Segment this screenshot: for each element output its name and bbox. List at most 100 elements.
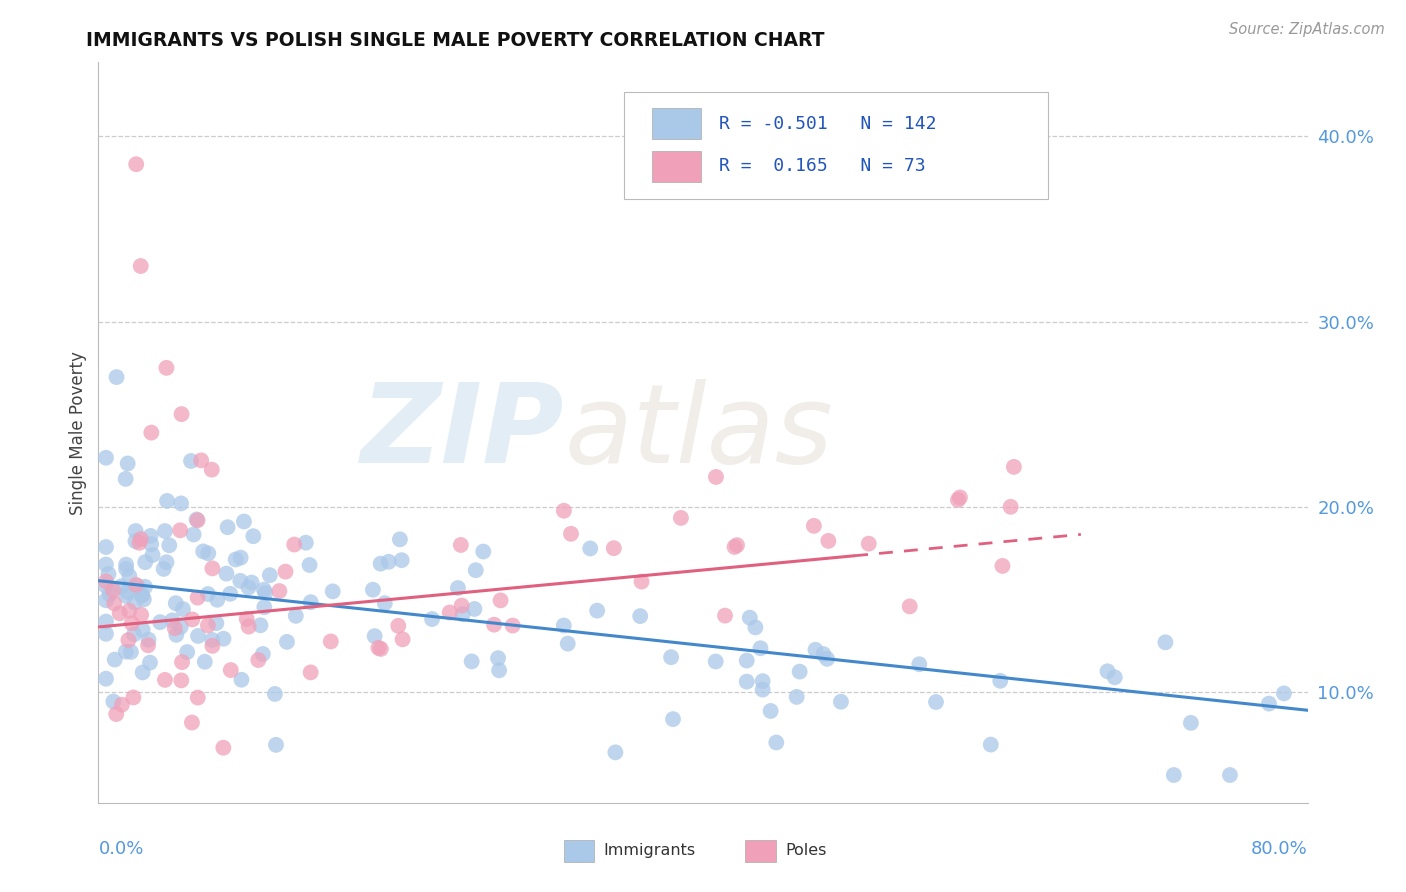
- Point: [751, 674, 773, 689]
- Point: [115, 562, 138, 576]
- Point: [946, 492, 969, 507]
- Point: [193, 544, 215, 558]
- Text: Source: ZipAtlas.com: Source: ZipAtlas.com: [1229, 22, 1385, 37]
- Point: [238, 619, 260, 633]
- Point: [579, 541, 602, 556]
- Point: [298, 558, 321, 572]
- Point: [115, 589, 138, 603]
- Point: [1000, 500, 1022, 514]
- Point: [141, 537, 163, 551]
- Point: [165, 596, 187, 610]
- Point: [735, 674, 758, 689]
- Point: [139, 529, 162, 543]
- Point: [170, 496, 193, 510]
- Point: [259, 568, 281, 582]
- Point: [131, 623, 153, 637]
- Point: [284, 608, 307, 623]
- Point: [118, 604, 141, 618]
- Point: [157, 538, 180, 552]
- Point: [283, 537, 305, 551]
- Point: [1219, 768, 1241, 782]
- Point: [131, 588, 153, 602]
- Text: 80.0%: 80.0%: [1251, 840, 1308, 858]
- Point: [125, 157, 148, 171]
- Point: [94, 574, 117, 589]
- Point: [134, 580, 156, 594]
- Point: [264, 687, 287, 701]
- Point: [450, 538, 472, 552]
- Point: [662, 712, 685, 726]
- Point: [1163, 768, 1185, 782]
- Point: [249, 618, 271, 632]
- Point: [187, 591, 209, 605]
- Point: [94, 540, 117, 554]
- Point: [212, 632, 235, 646]
- Point: [299, 665, 322, 680]
- Point: [165, 628, 187, 642]
- Point: [472, 544, 495, 558]
- Point: [898, 599, 921, 614]
- FancyBboxPatch shape: [745, 840, 776, 862]
- Point: [94, 615, 117, 629]
- Point: [219, 587, 242, 601]
- Point: [181, 715, 204, 730]
- Point: [170, 620, 193, 634]
- Point: [136, 638, 159, 652]
- Point: [180, 454, 202, 468]
- Text: R = -0.501   N = 142: R = -0.501 N = 142: [718, 115, 936, 133]
- Point: [603, 541, 626, 556]
- Point: [103, 694, 125, 708]
- Point: [156, 494, 179, 508]
- Point: [108, 607, 131, 621]
- Point: [183, 527, 205, 541]
- Point: [253, 582, 276, 597]
- Point: [201, 561, 224, 575]
- Point: [817, 533, 839, 548]
- Point: [94, 593, 117, 607]
- Point: [363, 629, 385, 643]
- Point: [163, 621, 186, 635]
- Point: [628, 609, 651, 624]
- Point: [482, 617, 505, 632]
- Point: [229, 550, 252, 565]
- Point: [1154, 635, 1177, 649]
- Point: [815, 652, 838, 666]
- Point: [803, 519, 825, 533]
- Point: [141, 425, 163, 440]
- Point: [488, 663, 510, 677]
- Point: [111, 698, 134, 712]
- Point: [789, 665, 811, 679]
- Point: [98, 587, 121, 601]
- Point: [299, 595, 322, 609]
- Point: [127, 579, 149, 593]
- Point: [122, 690, 145, 705]
- Point: [131, 665, 153, 680]
- Point: [765, 735, 787, 749]
- Point: [139, 656, 162, 670]
- Point: [129, 259, 152, 273]
- Point: [94, 579, 117, 593]
- Point: [153, 673, 176, 687]
- Point: [120, 645, 142, 659]
- Point: [439, 606, 461, 620]
- Point: [1097, 665, 1119, 679]
- Point: [215, 566, 238, 581]
- Point: [247, 653, 270, 667]
- Point: [991, 558, 1014, 573]
- Point: [1002, 459, 1025, 474]
- Point: [704, 470, 727, 484]
- Point: [201, 462, 224, 476]
- Point: [460, 654, 482, 668]
- Point: [1258, 697, 1281, 711]
- Point: [586, 604, 609, 618]
- Point: [1104, 670, 1126, 684]
- Point: [804, 642, 827, 657]
- Point: [187, 690, 209, 705]
- Point: [725, 538, 748, 552]
- Point: [949, 491, 972, 505]
- Text: Immigrants: Immigrants: [603, 844, 696, 858]
- Point: [201, 639, 224, 653]
- Point: [110, 579, 132, 593]
- Point: [129, 532, 152, 546]
- FancyBboxPatch shape: [564, 840, 595, 862]
